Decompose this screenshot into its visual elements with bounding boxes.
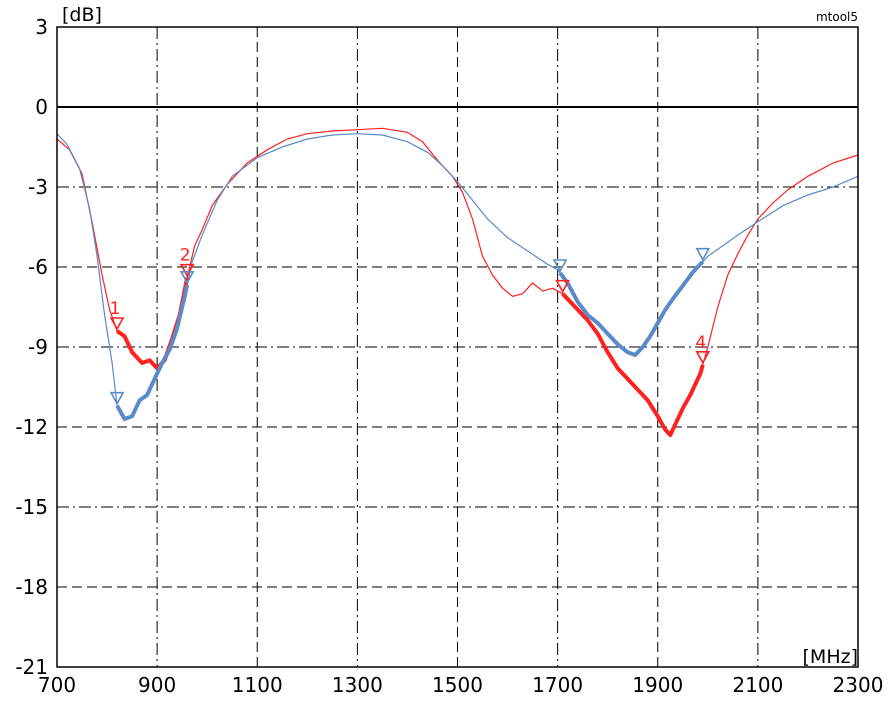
x-tick-label: 1700: [532, 673, 583, 697]
y-tick-label: -15: [15, 495, 48, 519]
x-tick-label: 2300: [833, 673, 884, 697]
plot-frame: [56, 26, 859, 668]
marker-triangle: [179, 270, 195, 285]
marker-layer: 1 2 4: [109, 246, 711, 406]
y-tick-label: -21: [15, 655, 48, 679]
brand-label: mtool5: [816, 10, 858, 24]
y-tick-label: -3: [28, 175, 48, 199]
y-tick-label: 3: [35, 15, 48, 39]
tick-labels: 700 900 1100 1300 1500 1700 1900 2100 2300 3 0 -3 -6…: [15, 15, 883, 697]
highlight-band-3: [115, 284, 190, 421]
marker-triangle: [109, 317, 125, 331]
marker-triangle: [552, 259, 568, 273]
x-tick-label: 1100: [232, 673, 283, 697]
y-tick-label: -9: [28, 335, 48, 359]
marker-triangle: [179, 263, 195, 278]
x-axis-unit: [MHz]: [803, 646, 858, 668]
highlight-band-2: [561, 292, 705, 437]
x-tick-label: 700: [38, 673, 76, 697]
marker-triangle: [695, 247, 711, 262]
y-tick-label: -6: [28, 255, 48, 279]
x-tick-label: 1500: [432, 673, 483, 697]
marker-triangle: [695, 350, 711, 365]
series-layer: [56, 127, 859, 437]
marker-label: 1: [110, 299, 121, 319]
x-tick-label: 900: [138, 673, 176, 697]
marker-label: 4: [695, 333, 706, 353]
x-tick-label: 2100: [732, 673, 783, 697]
x-tick-label: 1900: [632, 673, 683, 697]
marker-label: 2: [180, 246, 191, 266]
y-tick-label: -12: [15, 415, 48, 439]
x-tick-label: 1300: [332, 673, 383, 697]
marker-triangle: [555, 279, 570, 294]
y-axis-unit: [dB]: [62, 4, 102, 26]
y-tick-label: -18: [15, 575, 48, 599]
highlight-band-4: [558, 260, 705, 357]
grid-lines: [57, 27, 858, 667]
marker-triangle: [109, 391, 125, 406]
y-tick-label: 0: [35, 95, 48, 119]
